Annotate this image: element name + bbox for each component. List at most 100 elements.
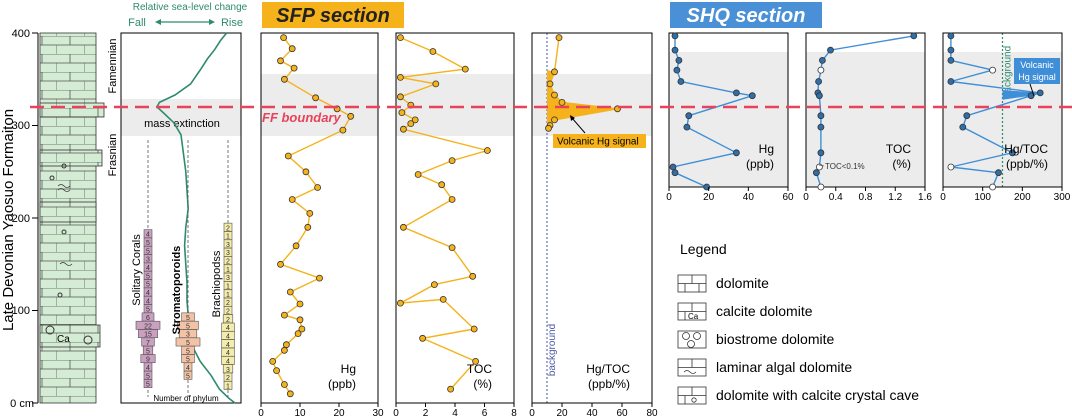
data-point [396,93,404,101]
stroma-count: 4 [186,365,190,372]
x-tick-label: 0 [393,408,399,418]
corals-count: 5 [146,273,150,280]
data-point [396,34,404,41]
x-tick-label: 8 [511,408,517,418]
x-axis-unit: (ppb/%) [588,377,630,391]
data-point [947,32,955,40]
volcanic-label-box [553,134,646,148]
x-axis-unit: (ppb) [746,157,774,171]
stroma-count: 5 [186,340,190,347]
data-point [683,123,691,131]
stage-famennian: Famennian [107,38,119,93]
x-tick-label: 0.8 [859,192,873,203]
sfp-hgtoc-panel: background 0 20 40 60 80 Hg/TOC(ppb/%) Volcanic… [529,32,658,418]
x-tick-label: 1.2 [888,192,902,203]
data-point [671,32,679,40]
data-point [407,120,415,127]
brachio-count: 3 [226,242,230,249]
sfp-toc-panel: 0 2 4 6 8 TOC(%) [393,32,517,418]
brachio-count: 1 [226,234,230,241]
corals-count: 5 [146,240,150,247]
volcanic-label-1: Volcanic [1020,60,1054,70]
brachio-count: 4 [226,342,230,349]
stroma-count: 5 [186,348,190,355]
brachio-count: 2 [226,375,230,382]
data-point [316,274,323,282]
lithology-column: Ca [39,32,105,404]
data-point [347,112,355,120]
x-tick-label: 0 [940,192,946,203]
x-tick-label: 60 [616,408,628,418]
x-axis-unit: (ppb) [328,377,356,391]
background-label: background [1003,46,1014,98]
data-point [306,209,314,217]
volcanic-arrow-icon [1029,83,1035,97]
data-point [947,78,955,85]
data-point [673,66,681,74]
legend-item-dolomite: dolomite [677,274,769,293]
data-point [396,74,404,81]
corals-bar [143,379,153,388]
corals-count: 5 [146,282,150,289]
lithology-ca-label: Ca [57,334,70,345]
data-point [411,116,419,124]
brachio-count: 3 [226,275,230,282]
legend: Legend dolomite Ca calcite dolomite bios… [677,241,919,405]
data-point [448,196,456,203]
sealevel-title: Relative sea-level change [133,2,248,13]
x-tick-label: 30 [372,408,384,418]
corals-count: 5 [146,382,150,389]
legend-item-biostrome: biostrome dolomite [677,330,834,349]
x-tick-label: 40 [586,408,598,418]
corals-count: 5 [146,248,150,255]
sealevel-panel: Famennian Frasnian Relative sea-level ch… [107,2,248,404]
sealevel-curve [156,32,236,404]
depth-tick-0: 0 cm [10,398,34,410]
brachio-count: 3 [226,250,230,257]
stroma-count: 5 [186,357,190,364]
stage-frasnian: Frasnian [107,134,119,177]
data-point [288,196,296,203]
data-point [469,272,477,280]
data-point [396,299,404,307]
data-point [398,109,406,116]
ff-boundary-label: FF boundary [262,110,341,125]
data-point [284,152,292,160]
data-point [827,46,834,54]
x-axis-label: Hg [759,142,774,156]
data-point [280,75,288,83]
data-point [312,94,320,102]
legend-ca-text: Ca [688,312,699,321]
data-point [298,325,306,333]
data-point [989,66,996,74]
sfp-hg-panel: 0 10 20 30 Hg(ppb) [258,32,384,418]
depth-tick-300: 300 [12,120,30,132]
x-tick-label: 60 [782,192,794,203]
legend-item-cave: dolomite with calcite crystal cave [677,386,919,405]
data-point [314,184,322,191]
panel-frame [668,32,789,188]
data-point [963,112,971,120]
data-point [733,149,740,157]
x-tick-label: 1.6 [918,192,932,203]
stroma-count: 3 [186,332,190,339]
data-point [294,330,302,338]
series-line [398,36,491,390]
data-point [551,116,558,124]
x-tick-label: 300 [1054,192,1071,203]
x-tick-label: 0 [529,408,535,418]
brachio-count: 1 [226,284,230,291]
data-point [286,288,294,296]
data-point [472,357,480,365]
data-point [817,183,825,191]
x-tick-label: 4 [452,408,458,418]
data-point [296,316,304,324]
formation-label: Late Devonian Yaosuo Formaiton [0,109,17,331]
corals-count: 22 [144,323,152,330]
legend-title: Legend [680,241,727,257]
data-point [671,169,679,177]
data-point [947,163,955,171]
data-point [817,112,825,120]
